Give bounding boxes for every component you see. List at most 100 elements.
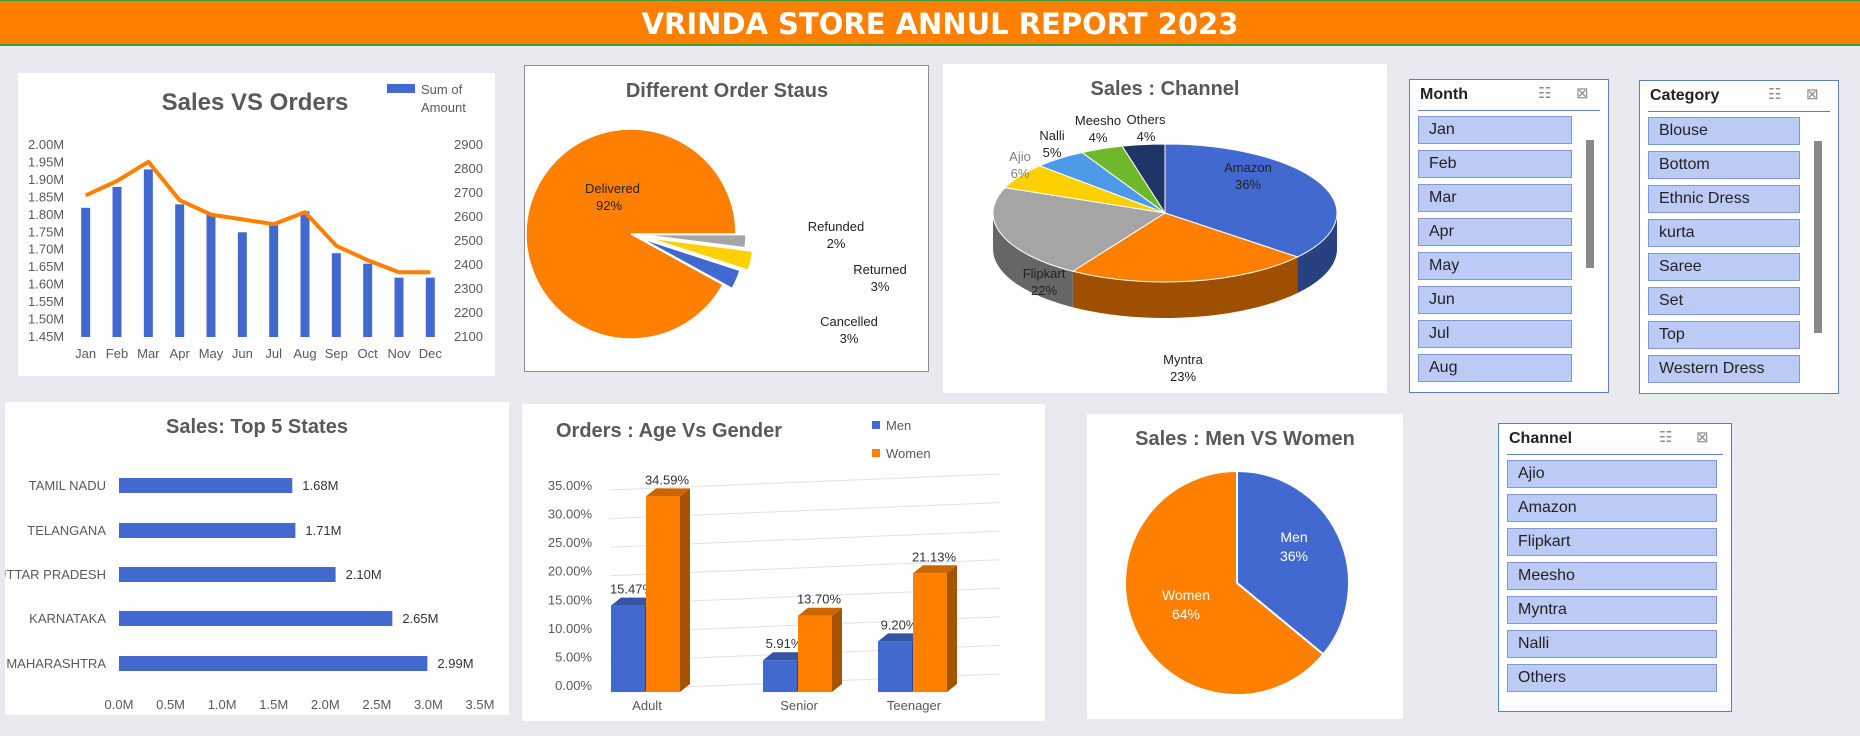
slicer-item-amazon[interactable]: Amazon [1507,494,1717,522]
slicer-item-saree[interactable]: Saree [1648,253,1800,281]
slicer-item-flipkart[interactable]: Flipkart [1507,528,1717,556]
bar [119,567,336,582]
bar [143,169,153,337]
pie-side [1297,213,1337,293]
y-left-tick: 1.80M [28,207,64,222]
bar [878,641,912,692]
sales-channel-panel: Sales : Channel Amazon 36% Myntra 23% Flipkar… [943,64,1387,393]
pie-slice [648,237,754,272]
x-tick: Senior [780,698,818,713]
slice-pct: 22% [1031,283,1057,298]
men-women-chart: Sales : Men VS Women Men 36% Women 64% [1124,428,1355,696]
slicer-item-ethnic-dress[interactable]: Ethnic Dress [1648,185,1800,213]
month-slicer-scrollbar[interactable] [1586,140,1594,268]
slice-label: Cancelled [820,314,878,329]
bar-side [832,607,842,692]
slicer-item-may[interactable]: May [1418,252,1572,280]
clear-filter-icon[interactable]: ⊠ [1696,429,1709,446]
x-tick: Jan [75,346,96,361]
x-tick: Nov [387,346,411,361]
bar [798,615,832,692]
x-tick: May [199,346,224,361]
y-tick: 25.00% [548,535,593,550]
category-slicer-scrollbar[interactable] [1814,141,1822,333]
y-right-tick: 2200 [454,305,483,320]
legend-label: Men [886,418,911,433]
slice-label: Returned [853,262,906,277]
y-left-tick: 2.00M [28,137,64,152]
y-left-tick: 1.75M [28,224,64,239]
clear-filter-icon[interactable]: ⊠ [1806,86,1819,103]
y-left-tick: 1.55M [28,294,64,309]
slicer-item-kurta[interactable]: kurta [1648,219,1800,247]
y-left-tick: 1.70M [28,242,64,257]
slicer-item-bottom[interactable]: Bottom [1648,151,1800,179]
bar [206,214,216,337]
slicer-item-meesho[interactable]: Meesho [1507,562,1717,590]
slicer-item-top[interactable]: Top [1648,321,1800,349]
y-right-tick: 2300 [454,281,483,296]
pie-slice [640,233,747,249]
y-right-tick: 2100 [454,329,483,344]
month-slicer[interactable]: Month ☷ ⊠ Jan Feb Mar Apr May Jun Jul Aug [1409,79,1609,393]
data-label: 2.99M [437,656,473,671]
slicer-item-ajio[interactable]: Ajio [1507,460,1717,488]
x-tick: Oct [358,346,379,361]
slicer-item-feb[interactable]: Feb [1418,150,1572,178]
bar [269,225,279,337]
clear-filter-icon[interactable]: ⊠ [1576,85,1589,102]
top-states-chart: Sales: Top 5 States TAMIL NADU 1.68M TELANG… [0,416,494,712]
y-tick: 5.00% [555,649,592,664]
orders-line [84,159,431,275]
category-slicer[interactable]: Category ☷ ⊠ Blouse Bottom Ethnic Dress kur… [1639,80,1839,394]
slicer-item-mar[interactable]: Mar [1418,184,1572,212]
bar [237,232,247,337]
legend-label: Sum of [421,82,463,97]
age-gender-chart: Orders : Age Vs Gender Men Women 35.00% 30.0… [548,418,1001,713]
bar [119,611,393,626]
bar [611,605,645,692]
multi-select-icon[interactable]: ☷ [1538,85,1552,102]
slicer-item-blouse[interactable]: Blouse [1648,117,1800,145]
y-left-tick: 1.95M [28,154,64,169]
slicer-item-jul[interactable]: Jul [1418,320,1572,348]
slicer-item-set[interactable]: Set [1648,287,1800,315]
legend-label: Women [886,446,931,461]
y-left-tick: 1.65M [28,259,64,274]
age-gender-panel: Orders : Age Vs Gender Men Women 35.00% 30.0… [522,404,1045,721]
multi-select-icon[interactable]: ☷ [1659,429,1673,446]
bar-top [878,633,922,642]
y-right-tick: 2700 [454,185,483,200]
slice-pct: 23% [1170,369,1196,384]
slice-pct: 5% [1043,145,1062,160]
slicer-item-aug[interactable]: Aug [1418,354,1572,382]
chart-title: Orders : Age Vs Gender [556,420,782,442]
gridline [609,473,1001,491]
slicer-item-jan[interactable]: Jan [1418,116,1572,144]
slicer-item-others[interactable]: Others [1507,664,1717,692]
slicer-item-nalli[interactable]: Nalli [1507,630,1717,658]
slicer-item-apr[interactable]: Apr [1418,218,1572,246]
bar [112,186,122,337]
chart-title: Sales VS Orders [162,89,349,116]
slicer-divider [1648,111,1830,112]
y-right-tick: 2900 [454,137,483,152]
x-tick: 0.0M [105,697,134,712]
bar [119,656,428,671]
order-status-chart: Different Order Staus Delivered 92% Refunde… [525,80,907,346]
bar [119,523,296,538]
slicer-item-myntra[interactable]: Myntra [1507,596,1717,624]
data-label: 34.59% [645,472,690,487]
data-label: 2.10M [346,567,382,582]
slicer-item-western-dress[interactable]: Western Dress [1648,355,1800,383]
x-tick: Sep [325,346,348,361]
multi-select-icon[interactable]: ☷ [1768,86,1782,103]
bar [300,211,310,337]
channel-slicer[interactable]: Channel ☷ ⊠ Ajio Amazon Flipkart Meesho Mynt… [1498,423,1732,712]
bar-top [763,652,807,661]
pie-slice [1236,469,1350,656]
slicer-item-jun[interactable]: Jun [1418,286,1572,314]
x-tick: 1.5M [259,697,288,712]
slice-label: Meesho [1075,113,1121,128]
bar-side [680,488,690,692]
